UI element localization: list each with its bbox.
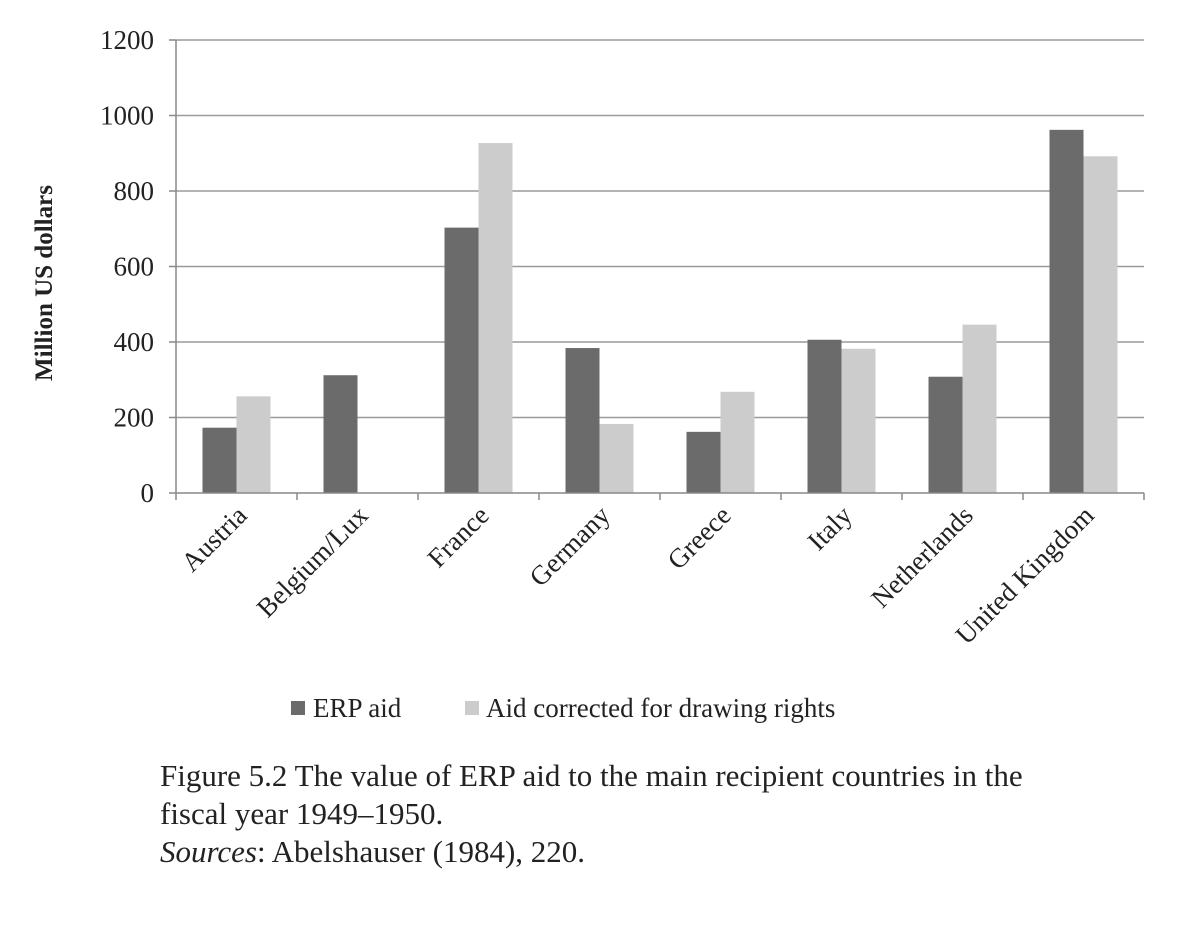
bar-erp-aid [565, 348, 600, 493]
x-tick-label: Austria [175, 500, 252, 577]
figure-caption: Figure 5.2 The value of ERP aid to the m… [160, 757, 1160, 871]
bar-aid-corrected [236, 396, 271, 493]
caption-text-1: The value of ERP aid to the main recipie… [294, 758, 1023, 793]
bar-aid-corrected [478, 143, 513, 493]
x-tick-label: Italy [802, 500, 859, 557]
bar-erp-aid [928, 376, 963, 493]
x-tick-label: Netherlands [865, 500, 978, 613]
sources-label: Sources [160, 834, 257, 869]
legend-label: ERP aid [313, 693, 402, 723]
x-tick-label: Belgium/Lux [251, 500, 374, 623]
y-tick-label: 1200 [100, 25, 154, 55]
y-tick-label: 600 [114, 252, 155, 282]
y-tick-labels: 0 200 400 600 800 1000 1200 [100, 25, 154, 508]
y-tick-label: 400 [114, 327, 155, 357]
legend: ERP aid Aid corrected for drawing rights [291, 693, 835, 723]
legend-label: Aid corrected for drawing rights [486, 693, 835, 723]
y-tick-label: 800 [114, 176, 155, 206]
bar-aid-corrected [962, 324, 997, 493]
gridlines [176, 39, 1144, 419]
y-tick-label: 0 [141, 478, 155, 508]
bar-erp-aid [323, 375, 358, 493]
bar-aid-corrected [720, 391, 755, 493]
x-tick-label: France [422, 500, 495, 573]
legend-swatch [291, 701, 305, 715]
y-tick-label: 1000 [100, 101, 154, 131]
bar-chart: 0 200 400 600 800 1000 1200 AustriaBelgium/Lux… [31, 25, 1145, 723]
bar-erp-aid [686, 431, 721, 493]
bar-erp-aid [202, 427, 237, 493]
figure-label: Figure 5.2 [160, 758, 288, 793]
y-tick-label: 200 [114, 403, 155, 433]
y-axis-label: Million US dollars [31, 185, 58, 381]
bar-aid-corrected [1083, 156, 1118, 493]
bar-erp-aid [444, 227, 479, 493]
x-tick-label: Greece [661, 500, 736, 575]
caption-line-2: fiscal year 1949–1950. [160, 796, 444, 831]
legend-swatch [465, 701, 479, 715]
bar-aid-corrected [599, 423, 634, 493]
axes [169, 39, 1145, 500]
bar-erp-aid [807, 339, 842, 493]
bar-erp-aid [1049, 129, 1084, 493]
x-tick-label: Germany [523, 500, 616, 593]
sources-text: : Abelshauser (1984), 220. [257, 834, 586, 869]
caption-line-1: Figure 5.2 The value of ERP aid to the m… [160, 757, 1160, 795]
bar-aid-corrected [841, 348, 876, 493]
bars [202, 129, 1118, 493]
caption-sources: Sources: Abelshauser (1984), 220. [160, 833, 1160, 871]
